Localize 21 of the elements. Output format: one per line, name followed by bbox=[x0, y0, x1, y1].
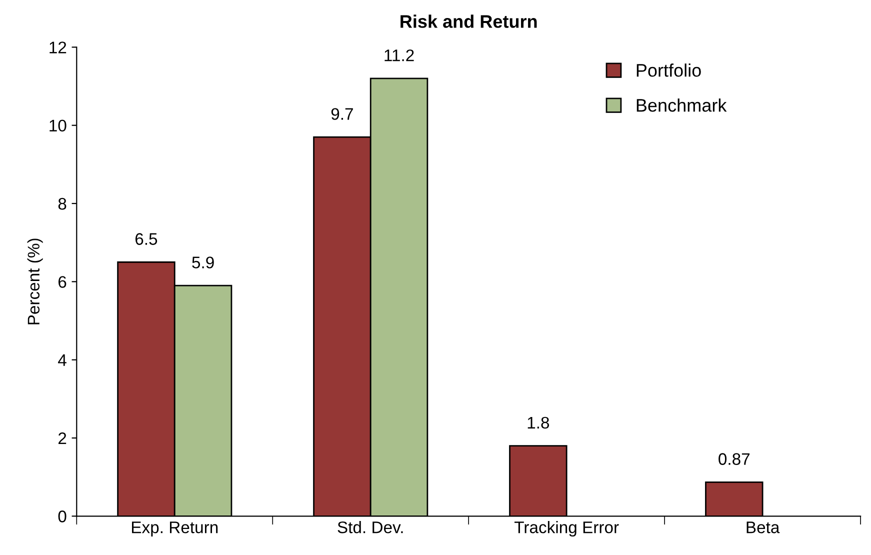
x-tick-label: Beta bbox=[746, 522, 780, 534]
chart-title: Risk and Return bbox=[400, 14, 537, 28]
y-tick-label: 6 bbox=[58, 276, 66, 288]
y-tick-label: 2 bbox=[58, 432, 66, 444]
legend-label: Benchmark bbox=[636, 98, 727, 112]
y-axis-title: Percent (%) bbox=[27, 238, 43, 324]
legend-label: Portfolio bbox=[636, 64, 701, 77]
data-label: 9.7 bbox=[331, 108, 353, 120]
data-label: 11.2 bbox=[384, 49, 414, 62]
x-tick-label: Exp. Return bbox=[132, 522, 218, 537]
data-label: 5.9 bbox=[192, 256, 214, 268]
x-tick-label: Std. Dev. bbox=[338, 521, 403, 534]
data-label: 1.8 bbox=[528, 416, 550, 429]
data-label: 6.5 bbox=[135, 233, 158, 245]
y-tick-label: 0 bbox=[58, 510, 66, 522]
y-tick-label: 4 bbox=[58, 354, 66, 366]
y-tick-label: 10 bbox=[50, 120, 66, 132]
x-tick-label: Tracking Error bbox=[514, 521, 619, 537]
y-tick-label: 12 bbox=[50, 42, 66, 54]
data-label: 0.87 bbox=[718, 453, 750, 465]
y-tick-label: 8 bbox=[58, 198, 66, 210]
